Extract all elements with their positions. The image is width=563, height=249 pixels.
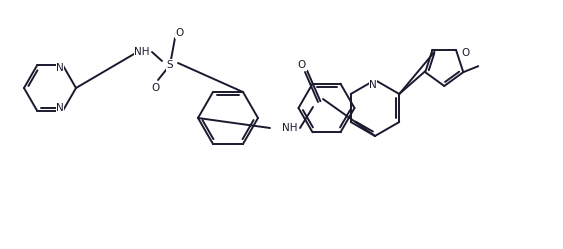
Text: O: O xyxy=(298,60,306,70)
Text: O: O xyxy=(176,28,184,38)
Text: N: N xyxy=(56,103,64,113)
Text: N: N xyxy=(369,80,377,90)
Text: O: O xyxy=(151,83,159,93)
Text: N: N xyxy=(56,63,64,73)
Text: NH: NH xyxy=(282,123,297,133)
Text: O: O xyxy=(461,48,469,58)
Text: S: S xyxy=(167,60,173,70)
Text: NH: NH xyxy=(134,47,150,57)
